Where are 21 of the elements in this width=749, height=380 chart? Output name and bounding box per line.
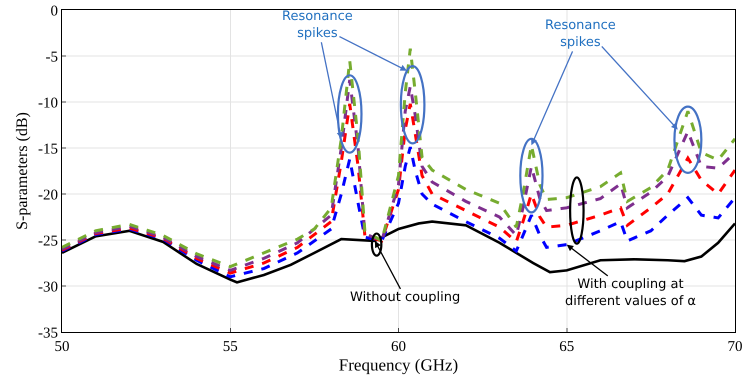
y-tick-label: -15 <box>38 141 58 158</box>
y-tick-label: -30 <box>38 279 58 296</box>
y-tick-label: 0 <box>50 3 58 20</box>
y-tick-label: -25 <box>38 233 58 250</box>
y-tick-label: -10 <box>38 95 58 112</box>
annotation: With coupling at different values of α <box>565 277 696 309</box>
x-tick-label: 50 <box>54 339 70 355</box>
y-axis-title: S-parameters (dB) <box>14 112 31 230</box>
x-tick-label: 55 <box>222 339 238 355</box>
line-series <box>62 146 735 278</box>
x-tick-label: 65 <box>559 339 574 355</box>
annotation: Resonance spikes <box>282 9 353 41</box>
y-tick-label: -35 <box>38 325 58 342</box>
y-tick-label: -20 <box>38 187 58 204</box>
line-series <box>62 47 735 268</box>
y-tick-label: -5 <box>46 49 58 66</box>
x-tick-label: 70 <box>728 339 742 355</box>
annotation: Resonance spikes <box>545 18 616 50</box>
x-tick-label: 60 <box>391 339 406 355</box>
x-axis-title: Frequency (GHz) <box>338 355 458 374</box>
annotation: Without coupling <box>350 290 460 305</box>
